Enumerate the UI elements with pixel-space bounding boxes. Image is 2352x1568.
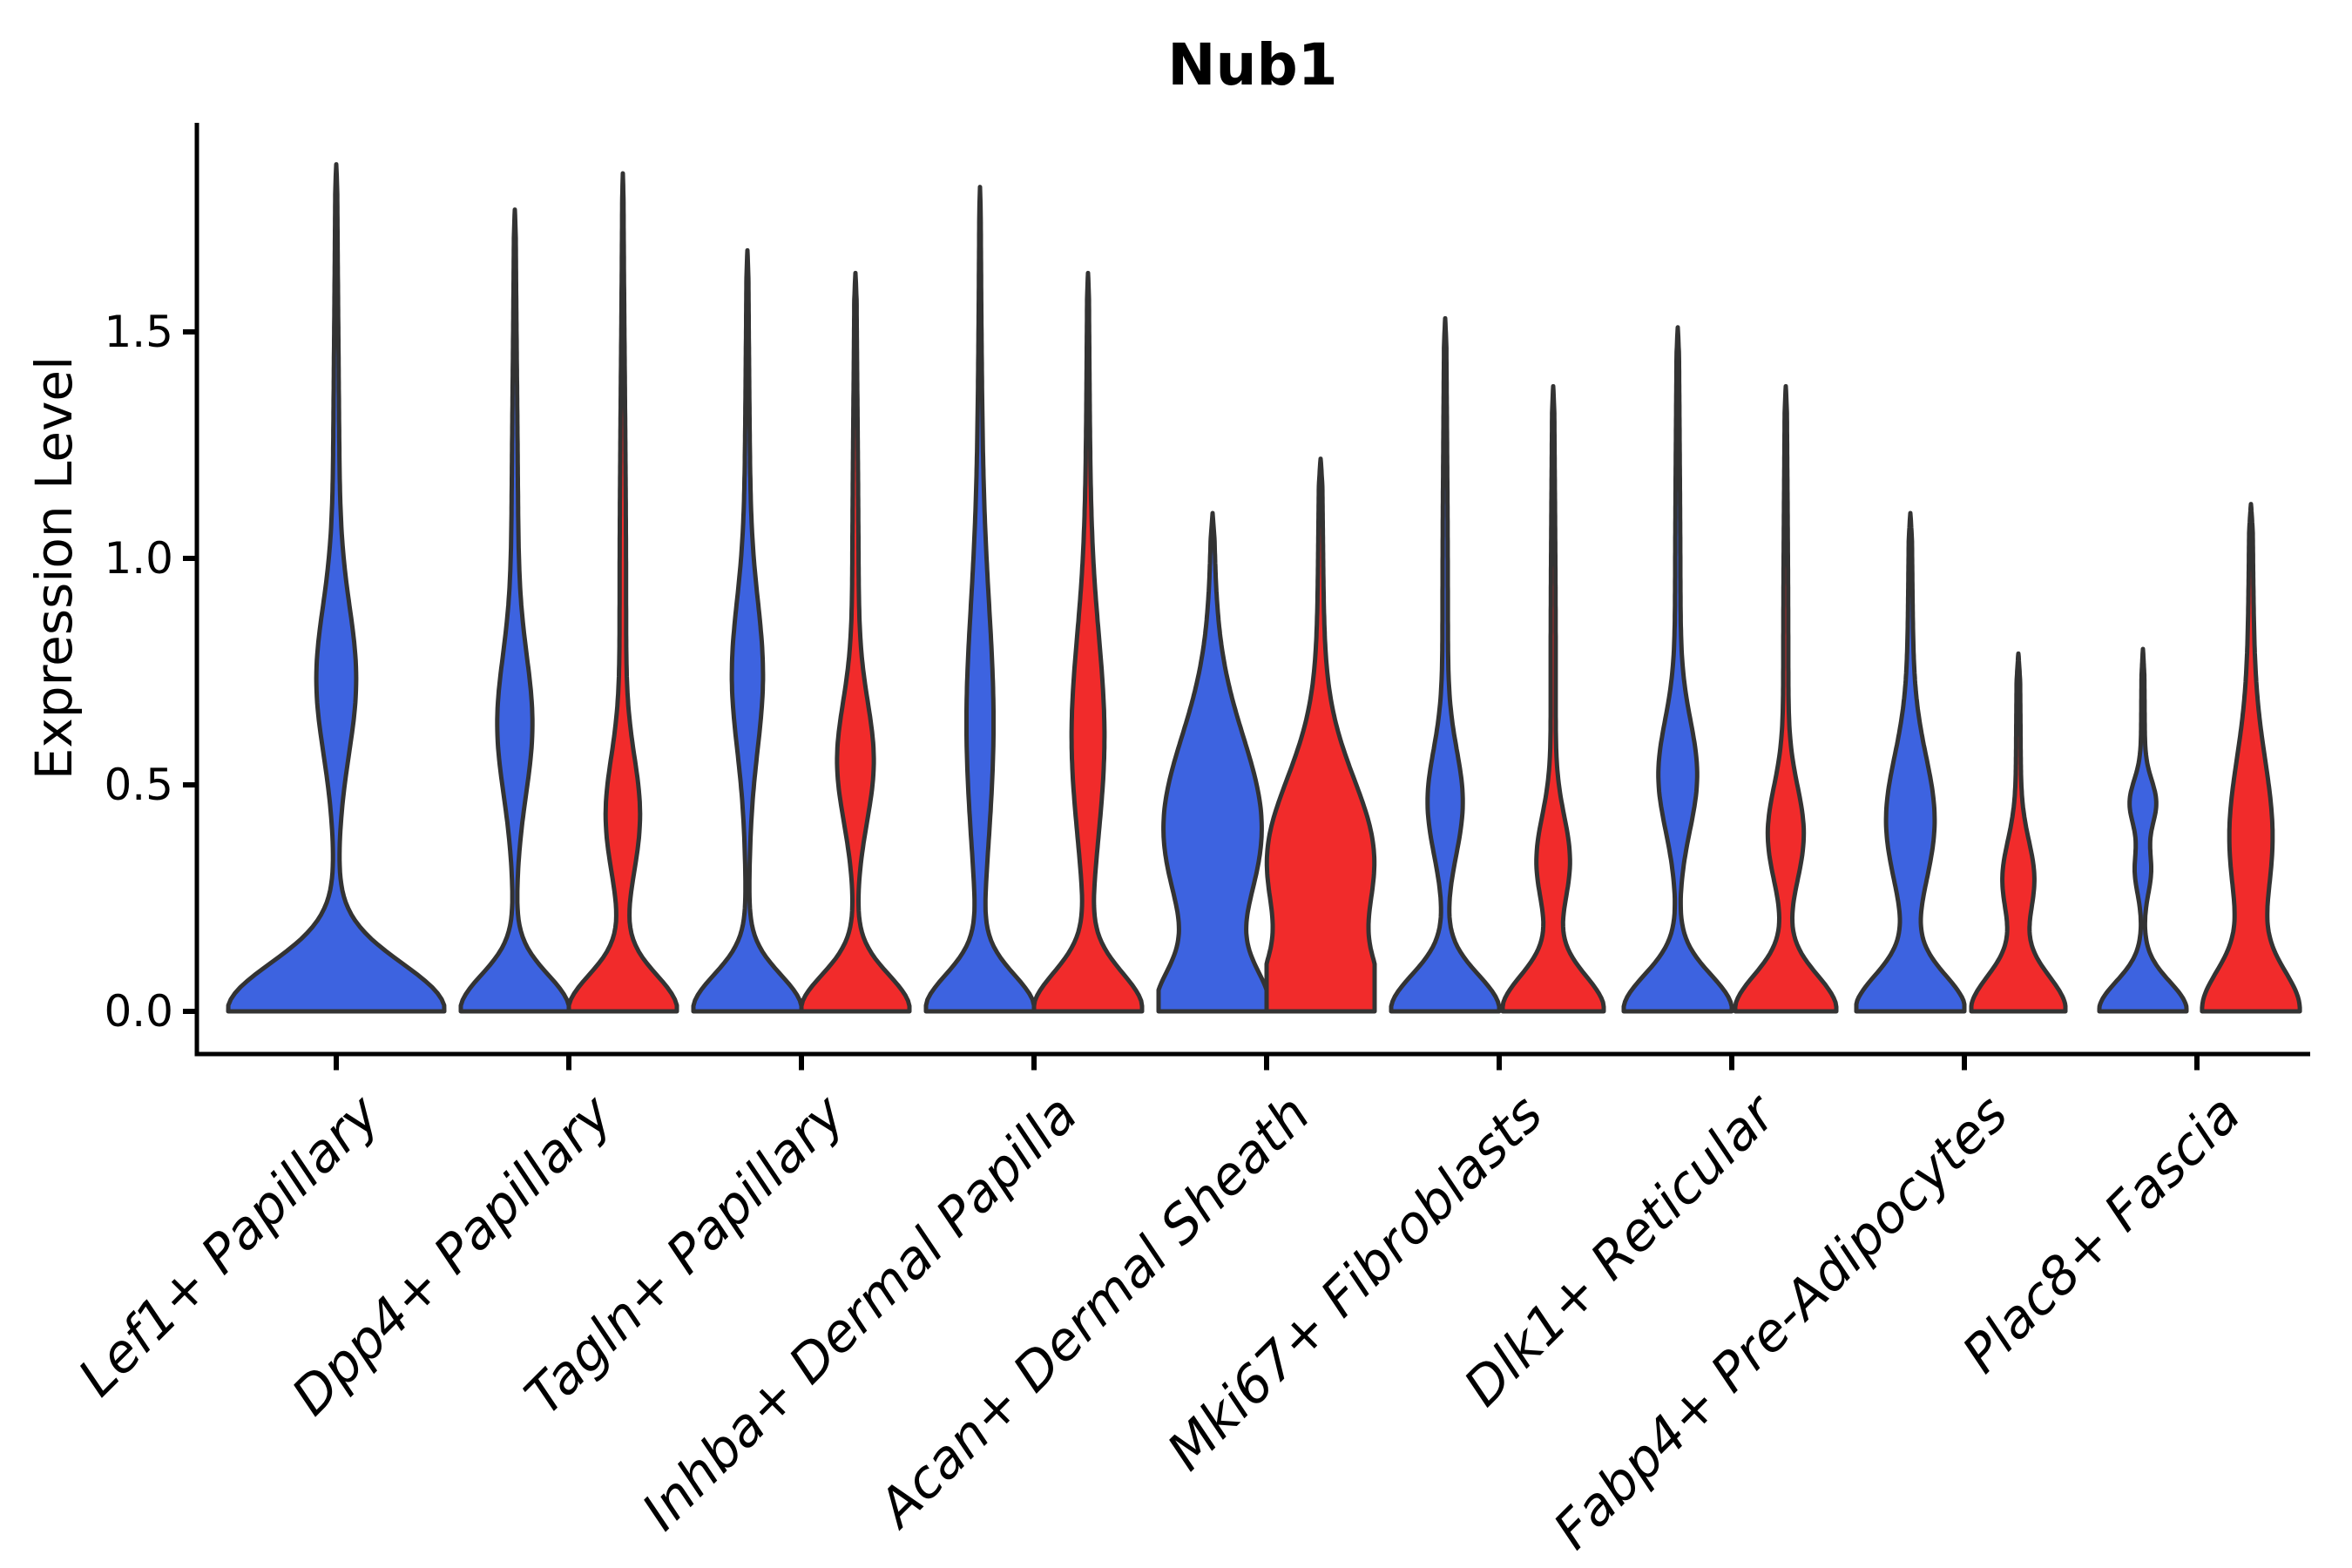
- violin-acan-dermal-sheath-blue: [1156, 510, 1269, 1014]
- y-tick-label-2: 1.0: [104, 533, 173, 584]
- violin-fabp4-pre-adipocytes-red: [1969, 651, 2068, 1014]
- chart-title: Nub1: [1167, 31, 1338, 98]
- violin-tagln-papillary-blue: [691, 247, 804, 1014]
- violin-inhba-dermal-papilla-blue: [923, 185, 1037, 1014]
- violin-acan-dermal-sheath-red: [1264, 456, 1377, 1014]
- violin-plac8-fascia-red: [2200, 502, 2302, 1014]
- violin-dpp4-papillary-red: [566, 171, 679, 1014]
- y-tick-label-3: 1.5: [104, 307, 173, 357]
- y-tick-label-1: 0.5: [104, 760, 173, 810]
- violin-tagln-papillary-red: [799, 270, 912, 1014]
- y-tick-label-0: 0.0: [104, 986, 173, 1037]
- violin-dpp4-papillary-blue: [458, 207, 571, 1014]
- violin-dlk1-reticular-red: [1733, 383, 1839, 1014]
- violin-fabp4-pre-adipocytes-blue: [1854, 510, 1967, 1014]
- violin-dlk1-reticular-blue: [1621, 325, 1734, 1014]
- violin-lef1-papillary-blue: [226, 162, 447, 1014]
- violin-mki67-fibroblasts-blue: [1389, 315, 1502, 1014]
- violin-inhba-dermal-papilla-red: [1031, 270, 1145, 1014]
- y-axis-title: Expression Level: [24, 355, 84, 781]
- violin-plac8-fascia-blue: [2097, 646, 2189, 1014]
- violin-mki67-fibroblasts-red: [1500, 383, 1606, 1014]
